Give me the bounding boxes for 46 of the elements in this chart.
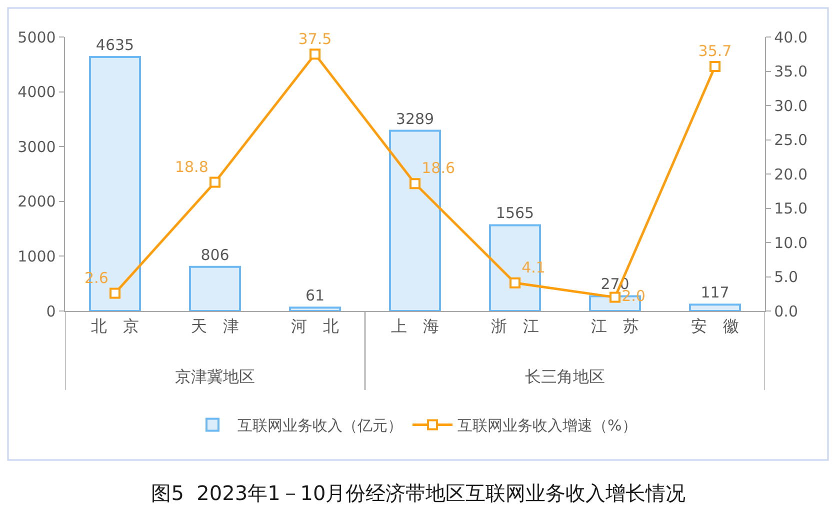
point [710, 60, 720, 72]
y2-tick-label: 25.0 [774, 131, 808, 149]
data-label: 3289 [396, 110, 434, 128]
x-tick-label: 江 苏 [591, 316, 639, 336]
y-tick-label: 0 [46, 302, 56, 320]
y-tick-label: 2000 [18, 192, 56, 211]
x-tick-label: 上 海 [391, 316, 439, 336]
point [210, 176, 220, 188]
x-tick-label: 天 津 [191, 316, 239, 336]
bar [289, 306, 341, 311]
point [610, 292, 620, 303]
y2-tick-label: 30.0 [774, 96, 808, 115]
point [510, 277, 520, 288]
point [310, 48, 320, 60]
legend-label: 互联网业务收入（亿元） [238, 416, 402, 435]
data-label: 4635 [96, 36, 134, 54]
data-label: 806 [200, 246, 230, 264]
x-tick-label: 河 北 [291, 316, 339, 336]
point [410, 178, 420, 190]
y2-tick-label: 40.0 [774, 28, 808, 46]
data-label: 35.7 [698, 42, 732, 60]
data-label: 37.5 [298, 30, 332, 48]
y-tick-label: 1000 [18, 247, 56, 266]
bar [689, 304, 741, 311]
y2-tick-label: 0.0 [774, 302, 798, 320]
y-tick-label: 5000 [18, 28, 56, 46]
data-label: 61 [305, 286, 325, 305]
legend-label: 互联网业务收入增速（%） [458, 416, 637, 435]
y2-tick-label: 15.0 [774, 200, 808, 218]
text: 长三角地区 [525, 367, 605, 386]
x-tick-label: 安 徽 [691, 316, 739, 336]
y2-tick-label: 5.0 [774, 268, 798, 286]
text: 图5 2023年1－10月份经济带地区互联网业务收入增长情况 [151, 481, 686, 505]
data-label: 117 [700, 284, 730, 302]
y-tick-label: 4000 [18, 83, 56, 102]
y2-tick-label: 20.0 [774, 165, 808, 184]
data-label: 18.8 [174, 158, 208, 176]
y2-tick-label: 35.0 [774, 62, 808, 80]
x-tick-label: 浙 江 [491, 316, 539, 336]
point [110, 288, 120, 299]
bar [189, 266, 241, 311]
x-tick-label: 北 京 [91, 316, 139, 336]
data-label: 1565 [496, 204, 534, 222]
y2-tick-label: 10.0 [774, 234, 808, 252]
y-tick-label: 3000 [18, 138, 56, 156]
text: 京津冀地区 [175, 367, 255, 386]
